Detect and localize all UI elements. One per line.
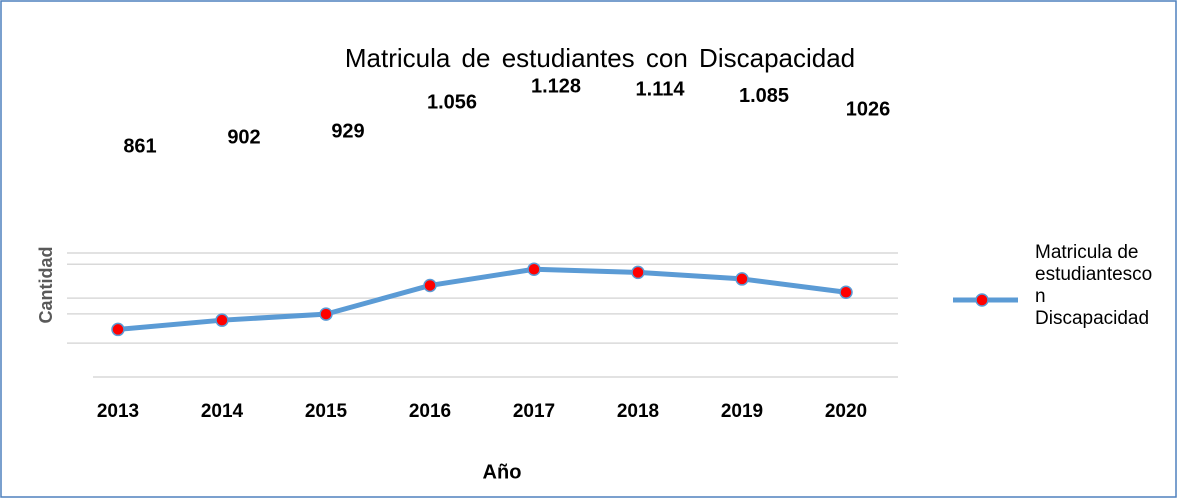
x-tick-label: 2019 [721, 401, 763, 422]
data-label: 1.128 [531, 76, 581, 98]
x-tick-label: 2020 [825, 401, 867, 422]
x-tick-label: 2014 [201, 401, 244, 422]
x-tick-label: 2015 [305, 401, 348, 422]
y-axis-label: Cantidad [36, 246, 56, 323]
chart-title: Matricula de estudiantes con Discapacida… [345, 43, 855, 73]
data-point [839, 285, 853, 299]
data-label: 1.085 [739, 85, 789, 107]
data-label: 902 [227, 126, 260, 148]
data-point [111, 322, 125, 337]
data-point [423, 278, 437, 293]
x-tick-label: 2016 [409, 401, 451, 422]
x-tick-label: 2018 [617, 401, 659, 422]
data-label: 1.114 [636, 79, 686, 101]
legend-marker [975, 293, 989, 307]
x-tick-label: 2013 [97, 401, 139, 422]
legend-label: Matricula de estudiantescon Discapacidad [1035, 242, 1153, 329]
data-point [319, 307, 333, 321]
data-label: 1026 [846, 99, 891, 121]
data-label: 861 [123, 136, 156, 158]
x-tick-label: 2017 [513, 401, 555, 422]
series-line [115, 266, 849, 332]
data-point [215, 313, 229, 327]
data-label: 929 [331, 120, 364, 142]
x-axis-label: Año [483, 461, 522, 483]
data-point [735, 272, 749, 286]
data-point [527, 262, 541, 276]
data-label: 1.056 [427, 92, 477, 114]
data-point [631, 265, 645, 280]
